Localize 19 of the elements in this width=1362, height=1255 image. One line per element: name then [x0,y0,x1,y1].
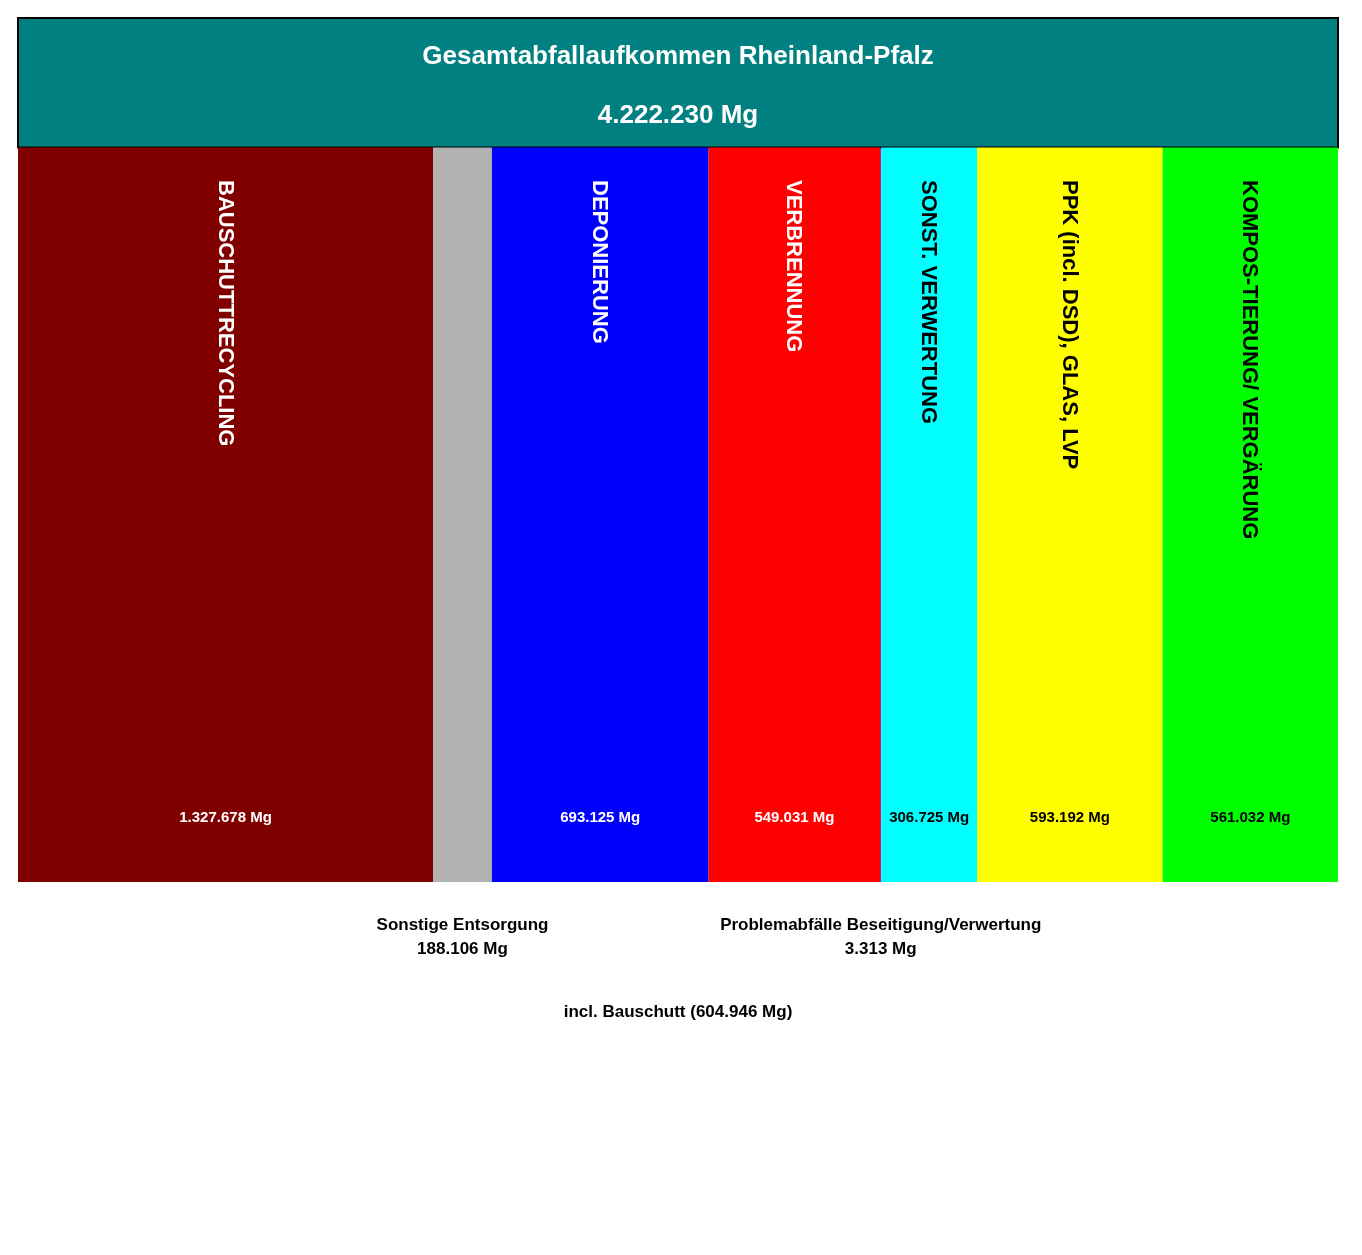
text: 4.222.230 Mg [597,99,759,130]
category-label: VERBRENNUNG [782,180,808,353]
category-label: SONST. VERWERTUNG [917,180,943,425]
category-label: DEPONIERUNG [588,180,614,344]
data-label: 561.032 Mg [1210,808,1291,826]
data-label: 3.313 Mg [844,938,917,958]
data-label: 593.192 Mg [1029,808,1110,826]
text: incl. Bauschutt (604.946 Mg) [563,1001,793,1021]
category-label: Problemabfälle Beseitigung/Verwertung [720,915,1042,935]
text: Gesamtabfallaufkommen Rheinland-Pfalz [422,39,934,70]
category-label: BAUSCHUTTRECYCLING [213,180,239,447]
data-label: 1.327.678 Mg [179,808,272,826]
data-label: 188.106 Mg [417,938,508,958]
data-label: 693.125 Mg [560,808,641,826]
data-label: 306.725 Mg [889,808,970,826]
data-label: 549.031 Mg [754,808,835,826]
category-label: PPK (incl. DSD), GLAS, LVP [1057,180,1083,470]
category-label: KOMPOS-TIERUNG/ VERGÄRUNG [1238,180,1264,540]
category-label: Sonstige Entsorgung [376,915,549,935]
